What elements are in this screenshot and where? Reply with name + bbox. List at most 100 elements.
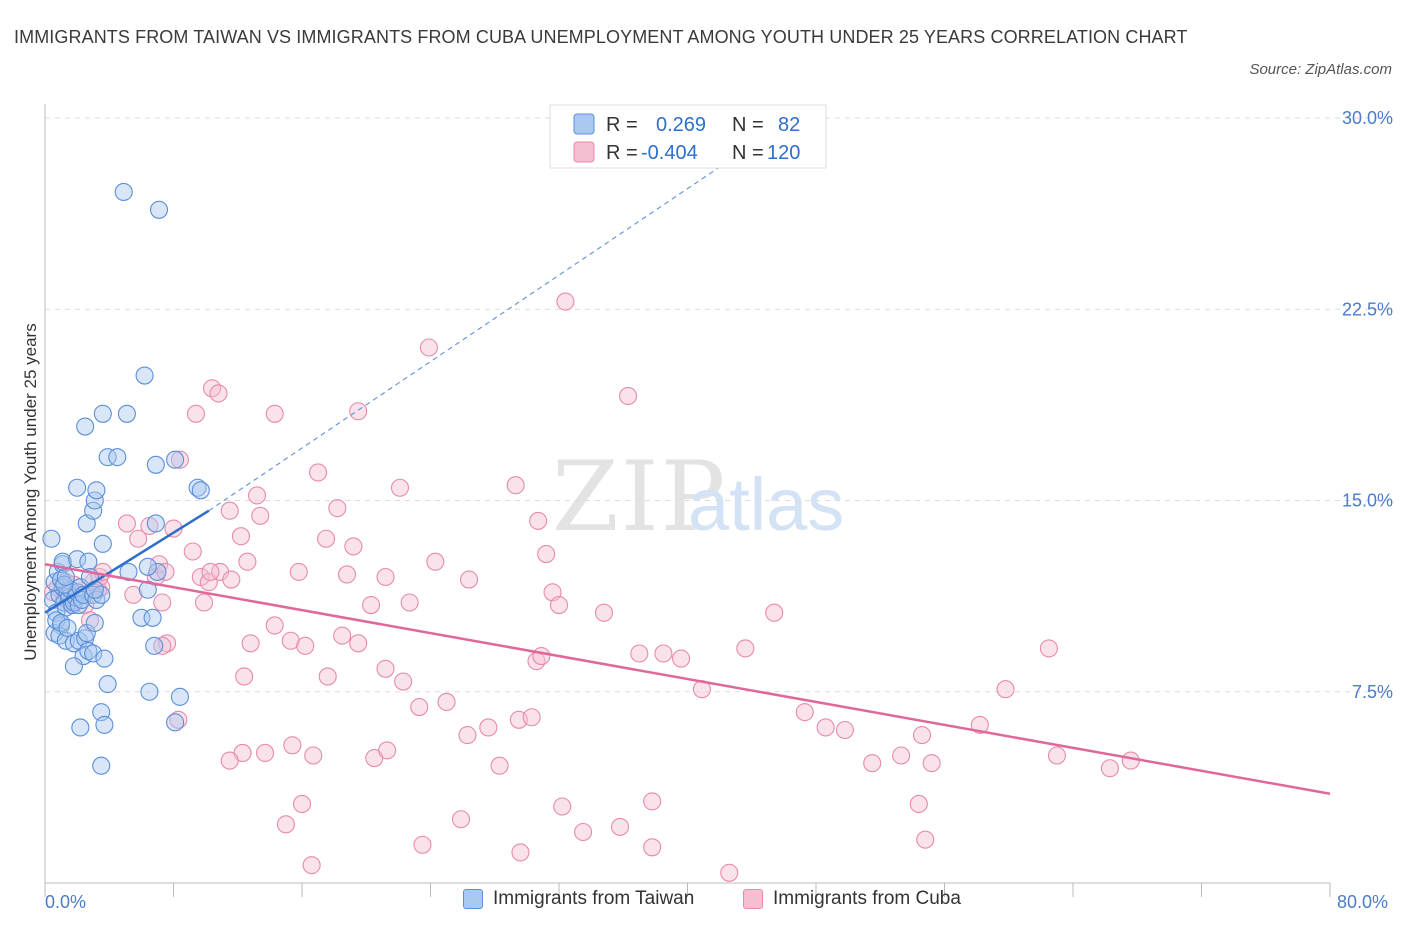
taiwan-point [145, 636, 164, 655]
y-tick-label: 7.5% [1352, 682, 1393, 702]
cuba-point [630, 644, 649, 663]
taiwan-point [87, 481, 106, 500]
x-tick-label-min: 0.0% [45, 892, 86, 912]
cuba-point [169, 710, 188, 729]
cuba-point [317, 529, 336, 548]
taiwan-point [85, 613, 104, 632]
legend-cuba-swatch-bottom [743, 889, 763, 909]
cuba-point [720, 863, 739, 882]
cuba-point [304, 746, 323, 765]
cuba-point [610, 817, 630, 836]
cuba-point [556, 292, 575, 311]
taiwan-point [69, 595, 88, 615]
cuba-point [222, 570, 241, 589]
cuba-point [458, 726, 477, 745]
cuba-point [574, 822, 593, 842]
y-tick-labels: 7.5% 15.0% 22.5% 30.0% [1342, 108, 1393, 702]
cuba-point [400, 593, 419, 612]
cuba-point [594, 603, 614, 622]
source-label: Source: ZipAtlas.com [1249, 61, 1392, 78]
cuba-point [619, 386, 638, 406]
cuba-point [337, 565, 357, 584]
cuba-point [459, 570, 479, 589]
cuba-point [1047, 746, 1066, 765]
taiwan-point [146, 455, 165, 474]
cuba-point [1121, 751, 1140, 770]
taiwan-point [98, 448, 117, 467]
cuba-point [265, 616, 284, 635]
taiwan-point [93, 534, 112, 553]
series-taiwan-points [42, 182, 210, 775]
cuba-point [344, 537, 363, 556]
taiwan-point [148, 562, 167, 581]
taiwan-point [79, 552, 98, 571]
cuba-point [251, 506, 270, 525]
taiwan-point [84, 644, 103, 663]
cuba-point [549, 595, 569, 615]
cuba-point [186, 404, 206, 423]
legend-taiwan-n-label: N = [732, 114, 764, 136]
taiwan-point [98, 675, 117, 694]
cuba-point [149, 555, 169, 574]
cuba-point [292, 794, 312, 814]
cuba-point [506, 476, 525, 495]
cuba-point [376, 659, 395, 678]
taiwan-point [64, 634, 83, 653]
taiwan-point [56, 567, 75, 587]
taiwan-point [85, 580, 104, 599]
cuba-point [241, 634, 260, 653]
cuba-point [289, 562, 308, 581]
taiwan-point [149, 200, 169, 219]
legend-cuba-n-label: N = [732, 142, 764, 164]
legend-cuba-swatch [573, 141, 595, 163]
y-tick-label: 15.0% [1342, 491, 1393, 511]
y-tick-label: 22.5% [1342, 299, 1393, 319]
cuba-point [410, 697, 429, 717]
cuba-point [672, 649, 691, 668]
cuba-point [309, 463, 328, 482]
bottom-legend: Immigrants from Taiwan Immigrants from C… [0, 888, 1406, 916]
chart-title: IMMIGRANTS FROM TAIWAN VS IMMIGRANTS FRO… [14, 27, 1188, 47]
x-tick-label-max: 80.0% [1337, 892, 1388, 912]
legend-taiwan-n-value: 82 [778, 114, 800, 136]
cuba-point [654, 644, 673, 663]
legend-taiwan-label: Immigrants from Taiwan [493, 888, 695, 909]
cuba-point [765, 603, 784, 622]
y-axis-label: Unemployment Among Youth under 25 years [21, 323, 40, 660]
cuba-point [296, 636, 315, 655]
legend-box [549, 104, 827, 169]
cuba-point [643, 838, 662, 857]
taiwan-point [135, 366, 154, 385]
cuba-point [835, 720, 854, 740]
cuba-point [912, 726, 932, 745]
cuba-point [479, 718, 498, 737]
cuba-point [390, 478, 410, 497]
taiwan-point [71, 718, 90, 737]
cuba-point [451, 810, 471, 829]
taiwan-point [95, 649, 114, 668]
cuba-point [328, 499, 347, 518]
taiwan-point [95, 715, 114, 734]
cuba-point [231, 527, 251, 546]
taiwan-point [146, 514, 165, 533]
watermark-zip: ZIP [552, 441, 727, 553]
cuba-point [349, 402, 368, 421]
legend-cuba-r-label: R = [606, 142, 638, 164]
cuba-point [333, 626, 352, 645]
cuba-point [996, 680, 1015, 699]
cuba-point [419, 338, 438, 357]
cuba-point [302, 856, 321, 875]
cuba-point [892, 746, 911, 765]
trend-lines [44, 155, 1331, 795]
cuba-point [129, 529, 148, 548]
cuba-point [276, 815, 295, 834]
cuba-point [863, 754, 882, 773]
legend-taiwan-swatch [573, 113, 595, 135]
taiwan-point [76, 417, 95, 436]
cuba-point [532, 646, 551, 666]
cuba-point [220, 501, 239, 520]
cuba-point [124, 585, 143, 604]
cuba-point [1100, 759, 1119, 778]
legend-item-cuba: Immigrants from Cuba [743, 888, 961, 910]
